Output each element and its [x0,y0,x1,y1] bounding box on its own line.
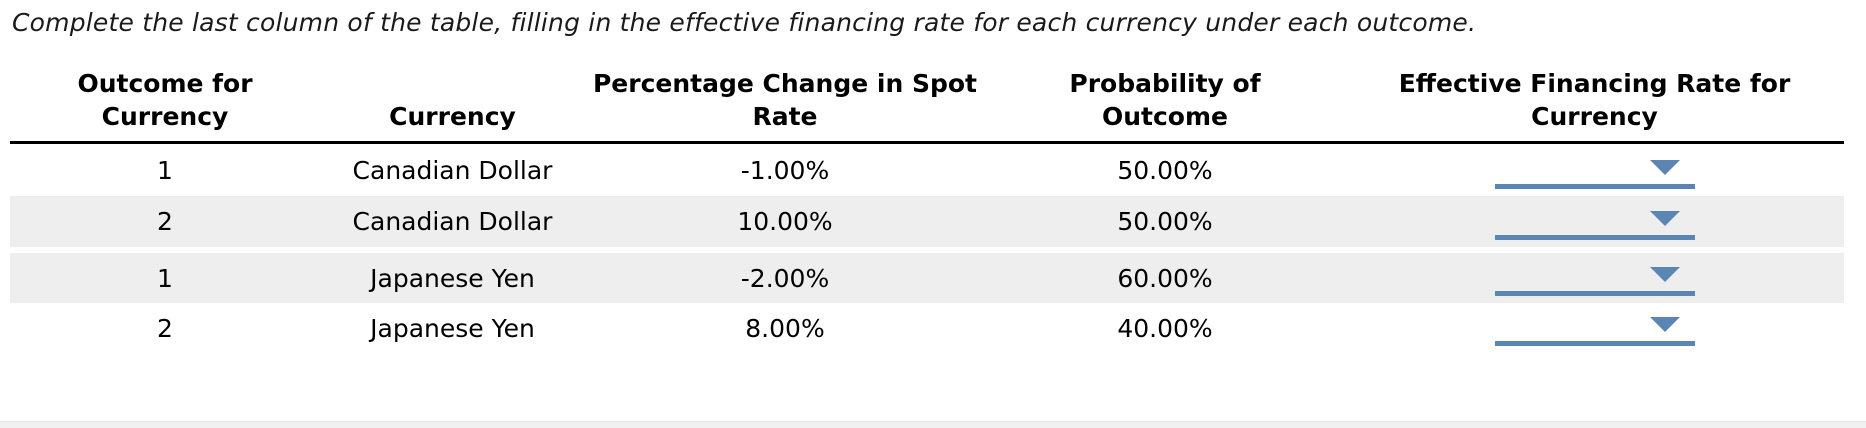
column-header-pct-change: Percentage Change in Spot Rate [585,67,985,133]
next-section-divider [0,421,1866,428]
cell-probability: 40.00% [1117,313,1213,343]
cell-effective-rate [1345,196,1844,247]
cell-effective-rate [1345,253,1844,303]
header-line: Outcome [1101,102,1228,131]
table-row: 1 Canadian Dollar -1.00% 50.00% [10,144,1844,196]
header-line: Outcome for [77,69,253,98]
header-line: Percentage Change in Spot [592,69,978,98]
header-line: Currency [101,102,229,131]
cell-pct-change: -1.00% [740,155,830,185]
effective-rate-dropdown[interactable] [1494,196,1695,247]
cell-pct-change: 10.00% [737,207,833,236]
dropdown-arrow-icon [1649,211,1680,226]
header-line: Rate [752,102,818,131]
table-row: 1 Japanese Yen -2.00% 60.00% [10,253,1844,303]
cell-currency: Canadian Dollar [352,155,553,185]
header-line: Currency [389,102,516,131]
cell-outcome: 2 [157,207,173,236]
cell-pct-change: -2.00% [740,263,830,293]
cell-probability: 50.00% [1117,155,1213,185]
cell-currency: Japanese Yen [370,313,535,343]
effective-rate-dropdown[interactable] [1494,253,1695,303]
dropdown-underline [1494,235,1695,240]
column-header-probability: Probability of Outcome [985,67,1345,133]
cell-outcome: 1 [157,155,173,185]
financing-rate-table: Outcome for Currency Currency Percentage… [10,67,1844,353]
dropdown-underline [1494,184,1695,189]
table-row: 2 Japanese Yen 8.00% 40.00% [10,303,1844,353]
cell-pct-change: 8.00% [745,313,825,343]
cell-outcome: 1 [157,263,173,293]
cell-effective-rate [1345,303,1844,353]
column-header-currency: Currency [320,100,585,133]
cell-currency: Canadian Dollar [352,207,553,236]
cell-effective-rate [1345,144,1844,196]
header-line: Effective Financing Rate for [1398,69,1791,98]
effective-rate-dropdown[interactable] [1494,303,1695,353]
header-line: Currency [1531,102,1658,131]
cell-currency: Japanese Yen [370,263,535,293]
instruction-text: Complete the last column of the table, f… [12,8,1477,37]
table-row: 2 Canadian Dollar 10.00% 50.00% [10,196,1844,247]
effective-rate-dropdown[interactable] [1494,144,1695,196]
table-header-row: Outcome for Currency Currency Percentage… [10,67,1844,144]
cell-probability: 50.00% [1117,207,1213,236]
column-header-outcome: Outcome for Currency [10,67,320,133]
dropdown-arrow-icon [1649,317,1680,332]
cell-probability: 60.00% [1117,263,1213,293]
dropdown-arrow-icon [1649,267,1680,282]
dropdown-arrow-icon [1649,160,1680,175]
header-line: Probability of [1069,69,1261,98]
dropdown-underline [1494,291,1695,296]
column-header-effective-rate: Effective Financing Rate for Currency [1345,67,1844,133]
cell-outcome: 2 [157,313,173,343]
dropdown-underline [1494,341,1695,346]
